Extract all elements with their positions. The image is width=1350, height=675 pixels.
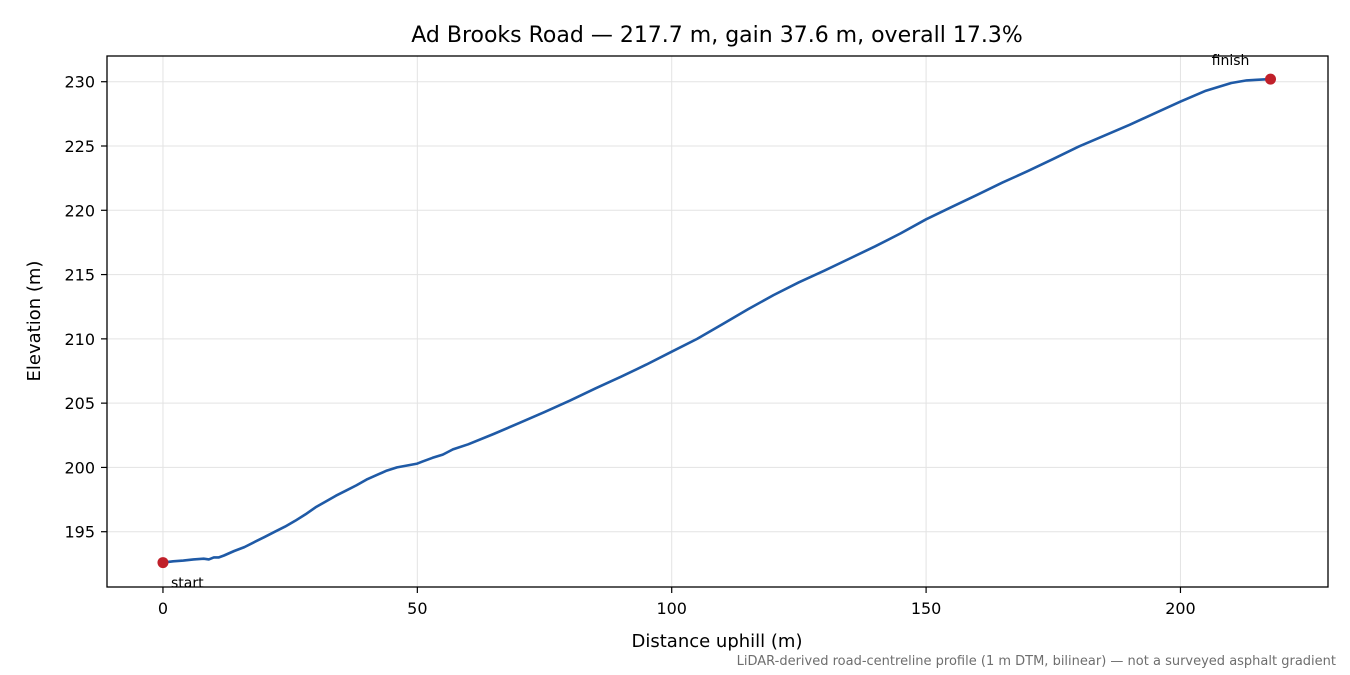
finish-marker (1265, 73, 1277, 85)
x-tick-label: 50 (407, 599, 427, 618)
x-tick-label: 150 (911, 599, 942, 618)
plot-frame (106, 55, 1329, 588)
annotations: start finish (157, 53, 1277, 592)
x-tick-label: 200 (1165, 599, 1196, 618)
x-axis-label: Distance uphill (m) (632, 631, 803, 652)
x-axis: 0 50 100 150 200 (158, 587, 1196, 618)
x-tick-label: 0 (158, 599, 168, 618)
y-tick-label: 225 (64, 137, 95, 156)
plot-area (161, 77, 1272, 564)
y-tick-label: 200 (64, 458, 95, 477)
grid (107, 56, 1328, 587)
chart-title: Ad Brooks Road — 217.7 m, gain 37.6 m, o… (411, 23, 1023, 48)
y-tick-label: 220 (64, 201, 95, 220)
footnote: LiDAR-derived road-centreline profile (1… (737, 654, 1336, 669)
x-tick-label: 100 (656, 599, 687, 618)
start-marker (157, 557, 169, 569)
start-label: start (171, 576, 204, 592)
y-tick-label: 205 (64, 394, 95, 413)
y-axis-label: Elevation (m) (24, 261, 45, 382)
y-tick-label: 195 (64, 523, 95, 542)
y-tick-label: 210 (64, 330, 95, 349)
y-tick-label: 215 (64, 266, 95, 285)
y-axis: 195 200 205 210 215 220 225 230 (64, 73, 107, 542)
elevation-line (161, 77, 1272, 564)
y-tick-label: 230 (64, 73, 95, 92)
finish-label: finish (1212, 53, 1250, 69)
